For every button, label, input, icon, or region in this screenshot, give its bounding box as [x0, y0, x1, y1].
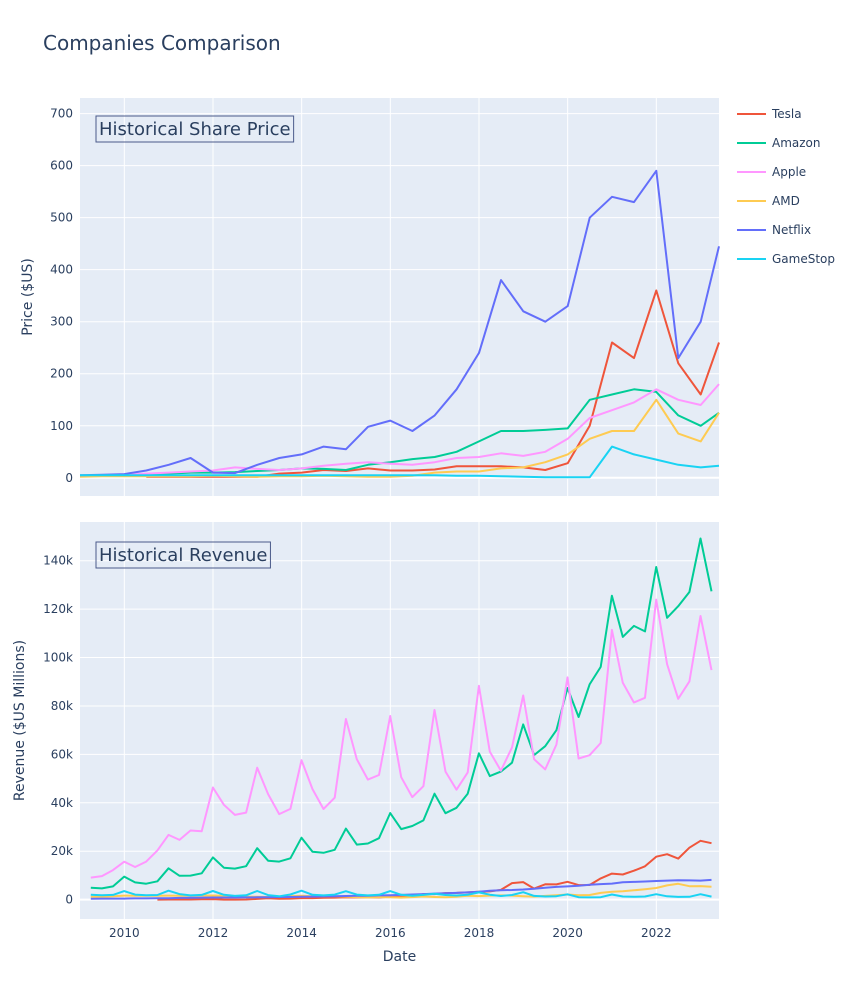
price-gridlines: [80, 98, 719, 496]
legend-item-apple[interactable]: Apple: [737, 165, 806, 179]
y-tick-label: 80k: [51, 699, 73, 713]
x-tick-label: 2016: [375, 926, 406, 940]
revenue-annotation-box: [95, 541, 271, 569]
price-annotation-box: [95, 115, 295, 143]
y-tick-label: 60k: [51, 747, 73, 761]
price-plot-area: [80, 98, 719, 496]
price-series-group[interactable]: [79, 169, 720, 479]
revenue-x-axis-label: Date: [383, 949, 416, 965]
revenue-plot-area: [80, 522, 719, 919]
legend-item-netflix[interactable]: Netflix: [737, 223, 811, 237]
revenue-x-tick-labels: 2010 2012 2014 2016 2018 2020 2022: [109, 926, 672, 940]
y-tick-label: 400: [50, 263, 73, 277]
x-tick-label: 2022: [641, 926, 672, 940]
y-tick-label: 20k: [51, 844, 73, 858]
price-line-amazon[interactable]: [79, 388, 720, 478]
x-tick-label: 2018: [464, 926, 495, 940]
legend-label: Apple: [772, 165, 806, 179]
legend-label: Netflix: [772, 223, 811, 237]
figure-title: Companies Comparison: [43, 31, 281, 55]
legend-item-amd[interactable]: AMD: [737, 194, 800, 208]
price-line-gamestop[interactable]: [80, 445, 720, 479]
legend-label: AMD: [772, 194, 800, 208]
y-tick-label: 100k: [43, 651, 73, 665]
y-tick-label: 700: [50, 107, 73, 121]
legend-label: Tesla: [771, 107, 802, 121]
x-tick-label: 2020: [552, 926, 583, 940]
revenue-annotation: Historical Revenue: [99, 545, 267, 566]
legend-label: GameStop: [772, 252, 835, 266]
legend-item-tesla[interactable]: Tesla: [737, 107, 802, 121]
y-tick-label: 0: [65, 471, 73, 485]
y-tick-label: 120k: [43, 602, 73, 616]
revenue-y-axis-label: Revenue ($US Millions): [12, 640, 28, 801]
price-line-netflix[interactable]: [79, 169, 720, 477]
legend-item-amazon[interactable]: Amazon: [737, 136, 821, 150]
y-tick-label: 40k: [51, 796, 73, 810]
x-tick-label: 2014: [286, 926, 317, 940]
revenue-y-tick-labels: 0 20k 40k 60k 80k 100k 120k 140k: [43, 554, 73, 907]
y-tick-label: 600: [50, 159, 73, 173]
revenue-line-amazon[interactable]: [90, 537, 713, 890]
y-tick-label: 300: [50, 315, 73, 329]
y-tick-label: 500: [50, 211, 73, 225]
price-line-apple[interactable]: [79, 383, 720, 477]
revenue-line-gamestop[interactable]: [90, 889, 712, 899]
price-annotation: Historical Share Price: [99, 119, 291, 140]
legend-label: Amazon: [772, 136, 821, 150]
legend[interactable]: Tesla Amazon Apple AMD Netflix GameStop: [737, 107, 835, 266]
y-tick-label: 100: [50, 419, 73, 433]
y-tick-label: 200: [50, 367, 73, 381]
price-y-axis-label: Price ($US): [20, 258, 36, 336]
legend-item-gamestop[interactable]: GameStop: [737, 252, 835, 266]
price-y-tick-labels: 0 100 200 300 400 500 600 700: [50, 107, 73, 485]
y-tick-label: 140k: [43, 554, 73, 568]
x-tick-label: 2012: [198, 926, 229, 940]
x-tick-label: 2010: [109, 926, 140, 940]
y-tick-label: 0: [65, 893, 73, 907]
revenue-series-group[interactable]: [90, 537, 713, 901]
revenue-line-apple[interactable]: [90, 598, 713, 879]
